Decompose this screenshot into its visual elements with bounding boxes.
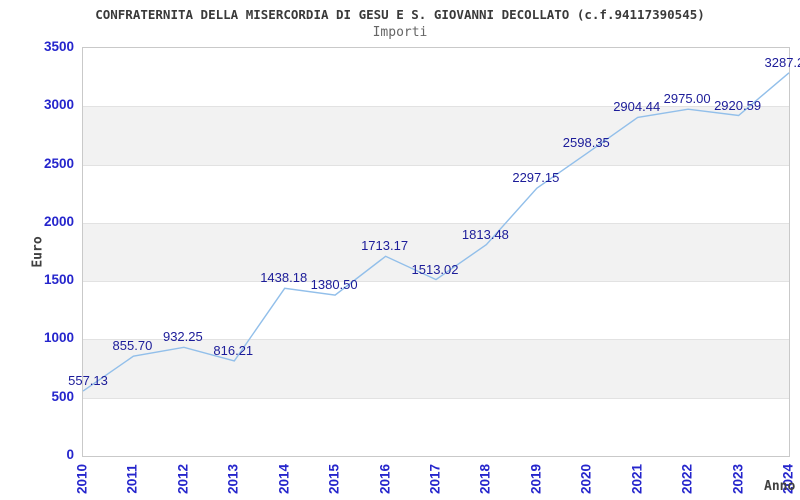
y-tick-label: 0	[66, 447, 74, 462]
y-tick-label: 3000	[43, 97, 74, 113]
point-label: 1813.48	[461, 226, 509, 242]
y-axis-title: Euro	[30, 236, 46, 268]
y-grid-band	[83, 222, 789, 282]
x-tick-label: 2011	[124, 464, 140, 494]
chart-title: CONFRATERNITA DELLA MISERCORDIA DI GESU …	[95, 7, 705, 22]
point-label: 3287.26	[764, 54, 800, 70]
gridline	[83, 106, 789, 108]
point-label: 855.70	[112, 338, 153, 354]
plot-area	[82, 47, 790, 457]
chart-subtitle: Importi	[372, 25, 428, 40]
x-tick-label: 2023	[730, 463, 746, 495]
point-label: 1713.17	[361, 238, 409, 254]
point-label: 1513.02	[411, 261, 459, 277]
point-label: 557.13	[68, 373, 108, 389]
y-tick-label: 2500	[43, 155, 74, 171]
point-label: 1438.18	[260, 270, 308, 286]
x-axis-title: Anno	[764, 479, 796, 494]
point-label: 932.25	[162, 329, 203, 345]
x-tick-label: 2017	[427, 463, 443, 495]
point-label: 2904.44	[613, 99, 661, 115]
y-tick-label: 1000	[43, 330, 74, 346]
y-tick-label: 1500	[43, 272, 74, 288]
y-tick-label: 500	[51, 388, 74, 404]
x-tick-label: 2019	[528, 463, 544, 495]
point-label: 1380.50	[310, 277, 358, 293]
point-label: 2920.59	[714, 97, 762, 113]
x-tick-label: 2021	[629, 463, 645, 495]
x-tick-label: 2022	[679, 463, 695, 495]
gridline	[83, 397, 789, 399]
x-tick-label: 2015	[326, 463, 342, 495]
point-label: 2598.35	[562, 135, 610, 151]
point-label: 816.21	[213, 342, 254, 358]
y-grid-band	[83, 339, 789, 398]
point-label: 2297.15	[512, 170, 560, 186]
y-grid-band	[83, 106, 789, 165]
series-line	[82, 72, 790, 392]
y-tick-label: 3500	[43, 39, 74, 54]
x-tick-label: 2016	[377, 463, 393, 495]
x-tick-label: 2010	[74, 463, 90, 495]
x-tick-label: 2014	[276, 463, 292, 495]
point-label: 2975.00	[663, 91, 711, 107]
gridline	[83, 339, 789, 341]
gridline	[83, 222, 789, 224]
gridline	[83, 164, 789, 166]
y-tick-label: 2000	[43, 213, 74, 229]
x-tick-label: 2013	[225, 463, 241, 495]
gridline	[83, 281, 789, 283]
x-tick-label: 2012	[175, 463, 191, 495]
x-tick-label: 2020	[578, 463, 594, 495]
series-line-svg	[82, 72, 790, 392]
x-tick-label: 2018	[477, 463, 493, 495]
